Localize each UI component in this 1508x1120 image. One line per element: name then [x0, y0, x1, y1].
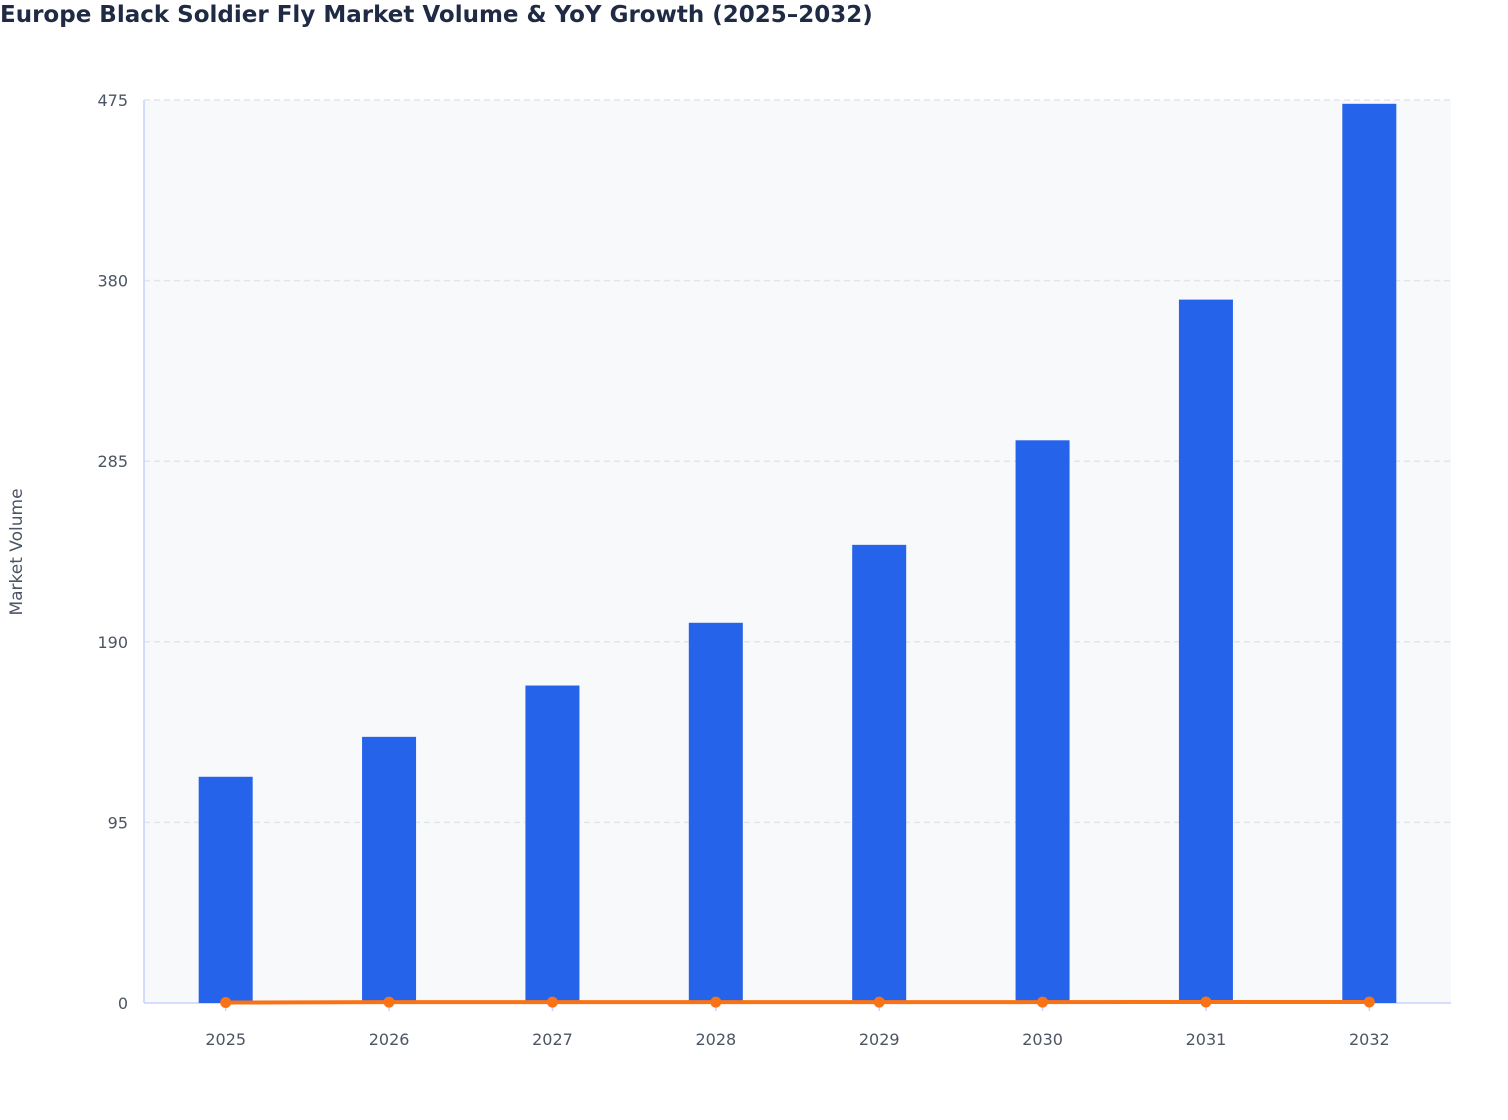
growth-point-2031: [1200, 996, 1212, 1008]
bar-2029: [852, 544, 907, 1003]
bar-2031: [1178, 299, 1233, 1003]
chart-title: Europe Black Soldier Fly Market Volume &…: [0, 2, 873, 28]
bar-2030: [1015, 440, 1070, 1003]
y-tick-label: 190: [97, 633, 128, 652]
y-tick-label: 95: [108, 813, 128, 832]
x-tick-label: 2025: [205, 1030, 246, 1049]
y-tick-label: 475: [97, 91, 128, 110]
bar-2027: [525, 685, 580, 1003]
x-tick-label: 2026: [369, 1030, 410, 1049]
growth-point-2026: [383, 996, 395, 1008]
plot-background: [144, 100, 1451, 1003]
growth-point-2032: [1363, 996, 1375, 1008]
x-tick-label: 2029: [859, 1030, 900, 1049]
x-tick-label: 2032: [1349, 1030, 1390, 1049]
growth-point-2030: [1037, 996, 1049, 1008]
growth-line: [225, 999, 1370, 1005]
x-tick-label: 2028: [695, 1030, 736, 1049]
y-tick-label: 380: [97, 272, 128, 291]
growth-point-2027: [546, 996, 558, 1008]
y-tick-label: 285: [97, 452, 128, 471]
y-tick-label: 0: [118, 994, 128, 1013]
growth-point-2028: [710, 996, 722, 1008]
x-tick-label: 2031: [1186, 1030, 1227, 1049]
growth-point-2029: [873, 996, 885, 1008]
bar-2032: [1342, 103, 1397, 1003]
x-tick-label: 2030: [1022, 1030, 1063, 1049]
bar-2025: [198, 776, 253, 1003]
bar-2028: [688, 622, 743, 1003]
bar-2026: [362, 736, 417, 1003]
growth-point-2025: [220, 997, 232, 1008]
x-tick-label: 2027: [532, 1030, 573, 1049]
